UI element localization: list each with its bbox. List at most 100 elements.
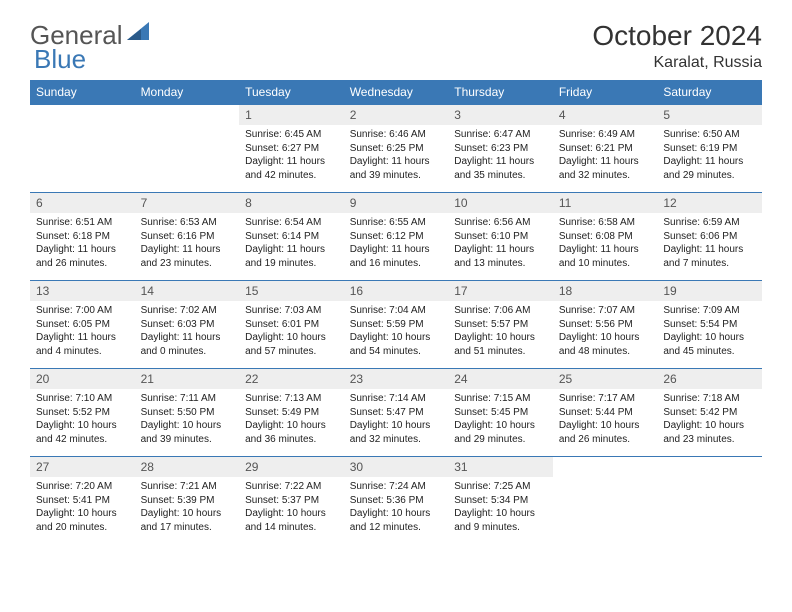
sunrise-text: Sunrise: 6:51 AM [36,216,129,230]
sunrise-text: Sunrise: 7:00 AM [36,304,129,318]
sunrise-text: Sunrise: 7:07 AM [559,304,652,318]
calendar-week-row: 20Sunrise: 7:10 AMSunset: 5:52 PMDayligh… [30,369,762,457]
sunrise-text: Sunrise: 7:15 AM [454,392,547,406]
day-content: Sunrise: 6:50 AMSunset: 6:19 PMDaylight:… [657,125,762,188]
calendar-day-cell: 30Sunrise: 7:24 AMSunset: 5:36 PMDayligh… [344,457,449,545]
sunset-text: Sunset: 6:16 PM [141,230,234,244]
daylight-text: Daylight: 10 hours and 9 minutes. [454,507,547,534]
sunset-text: Sunset: 6:08 PM [559,230,652,244]
sunset-text: Sunset: 5:49 PM [245,406,338,420]
day-number: 2 [344,105,449,125]
sunset-text: Sunset: 6:18 PM [36,230,129,244]
day-content: Sunrise: 6:56 AMSunset: 6:10 PMDaylight:… [448,213,553,276]
calendar-day-cell: 11Sunrise: 6:58 AMSunset: 6:08 PMDayligh… [553,193,658,281]
calendar-week-row: 27Sunrise: 7:20 AMSunset: 5:41 PMDayligh… [30,457,762,545]
calendar-day-cell: 19Sunrise: 7:09 AMSunset: 5:54 PMDayligh… [657,281,762,369]
calendar-day-cell [553,457,658,545]
weekday-header: Wednesday [344,80,449,105]
day-content: Sunrise: 7:20 AMSunset: 5:41 PMDaylight:… [30,477,135,540]
weekday-header: Friday [553,80,658,105]
sunrise-text: Sunrise: 7:24 AM [350,480,443,494]
calendar-day-cell: 26Sunrise: 7:18 AMSunset: 5:42 PMDayligh… [657,369,762,457]
calendar-day-cell: 14Sunrise: 7:02 AMSunset: 6:03 PMDayligh… [135,281,240,369]
sunset-text: Sunset: 6:14 PM [245,230,338,244]
day-content: Sunrise: 6:54 AMSunset: 6:14 PMDaylight:… [239,213,344,276]
sunset-text: Sunset: 6:03 PM [141,318,234,332]
calendar-day-cell [135,105,240,193]
daylight-text: Daylight: 11 hours and 32 minutes. [559,155,652,182]
sunset-text: Sunset: 5:45 PM [454,406,547,420]
day-content: Sunrise: 6:49 AMSunset: 6:21 PMDaylight:… [553,125,658,188]
day-content: Sunrise: 7:00 AMSunset: 6:05 PMDaylight:… [30,301,135,364]
calendar-week-row: 13Sunrise: 7:00 AMSunset: 6:05 PMDayligh… [30,281,762,369]
sunrise-text: Sunrise: 6:53 AM [141,216,234,230]
day-number: 25 [553,369,658,389]
sunset-text: Sunset: 6:21 PM [559,142,652,156]
day-content: Sunrise: 6:58 AMSunset: 6:08 PMDaylight:… [553,213,658,276]
sunrise-text: Sunrise: 6:58 AM [559,216,652,230]
day-content: Sunrise: 7:18 AMSunset: 5:42 PMDaylight:… [657,389,762,452]
sunset-text: Sunset: 5:57 PM [454,318,547,332]
sunrise-text: Sunrise: 6:49 AM [559,128,652,142]
day-number: 8 [239,193,344,213]
sunrise-text: Sunrise: 6:54 AM [245,216,338,230]
sunrise-text: Sunrise: 6:59 AM [663,216,756,230]
daylight-text: Daylight: 10 hours and 20 minutes. [36,507,129,534]
day-content: Sunrise: 7:17 AMSunset: 5:44 PMDaylight:… [553,389,658,452]
daylight-text: Daylight: 10 hours and 17 minutes. [141,507,234,534]
sunrise-text: Sunrise: 7:10 AM [36,392,129,406]
calendar-day-cell: 3Sunrise: 6:47 AMSunset: 6:23 PMDaylight… [448,105,553,193]
day-number: 7 [135,193,240,213]
day-number: 1 [239,105,344,125]
sunset-text: Sunset: 5:47 PM [350,406,443,420]
day-number: 9 [344,193,449,213]
day-number: 13 [30,281,135,301]
sunrise-text: Sunrise: 7:04 AM [350,304,443,318]
day-number: 5 [657,105,762,125]
daylight-text: Daylight: 10 hours and 39 minutes. [141,419,234,446]
calendar-day-cell: 21Sunrise: 7:11 AMSunset: 5:50 PMDayligh… [135,369,240,457]
sunset-text: Sunset: 5:37 PM [245,494,338,508]
sunset-text: Sunset: 5:34 PM [454,494,547,508]
daylight-text: Daylight: 11 hours and 26 minutes. [36,243,129,270]
sunrise-text: Sunrise: 6:55 AM [350,216,443,230]
calendar-day-cell: 2Sunrise: 6:46 AMSunset: 6:25 PMDaylight… [344,105,449,193]
day-number: 15 [239,281,344,301]
daylight-text: Daylight: 11 hours and 39 minutes. [350,155,443,182]
day-content: Sunrise: 7:11 AMSunset: 5:50 PMDaylight:… [135,389,240,452]
calendar-body: 1Sunrise: 6:45 AMSunset: 6:27 PMDaylight… [30,105,762,545]
calendar-day-cell: 12Sunrise: 6:59 AMSunset: 6:06 PMDayligh… [657,193,762,281]
daylight-text: Daylight: 10 hours and 14 minutes. [245,507,338,534]
sunset-text: Sunset: 6:05 PM [36,318,129,332]
day-content: Sunrise: 7:03 AMSunset: 6:01 PMDaylight:… [239,301,344,364]
daylight-text: Daylight: 11 hours and 13 minutes. [454,243,547,270]
daylight-text: Daylight: 10 hours and 42 minutes. [36,419,129,446]
day-content: Sunrise: 7:15 AMSunset: 5:45 PMDaylight:… [448,389,553,452]
calendar-day-cell: 23Sunrise: 7:14 AMSunset: 5:47 PMDayligh… [344,369,449,457]
weekday-header: Sunday [30,80,135,105]
daylight-text: Daylight: 10 hours and 48 minutes. [559,331,652,358]
daylight-text: Daylight: 11 hours and 10 minutes. [559,243,652,270]
calendar-day-cell: 10Sunrise: 6:56 AMSunset: 6:10 PMDayligh… [448,193,553,281]
sunrise-text: Sunrise: 6:50 AM [663,128,756,142]
calendar-day-cell: 8Sunrise: 6:54 AMSunset: 6:14 PMDaylight… [239,193,344,281]
day-number: 4 [553,105,658,125]
calendar-week-row: 6Sunrise: 6:51 AMSunset: 6:18 PMDaylight… [30,193,762,281]
daylight-text: Daylight: 10 hours and 29 minutes. [454,419,547,446]
weekday-header: Saturday [657,80,762,105]
calendar-day-cell: 25Sunrise: 7:17 AMSunset: 5:44 PMDayligh… [553,369,658,457]
sunrise-text: Sunrise: 7:03 AM [245,304,338,318]
calendar-day-cell: 15Sunrise: 7:03 AMSunset: 6:01 PMDayligh… [239,281,344,369]
sunrise-text: Sunrise: 7:22 AM [245,480,338,494]
calendar-day-cell: 5Sunrise: 6:50 AMSunset: 6:19 PMDaylight… [657,105,762,193]
day-content: Sunrise: 6:59 AMSunset: 6:06 PMDaylight:… [657,213,762,276]
day-content: Sunrise: 7:22 AMSunset: 5:37 PMDaylight:… [239,477,344,540]
sunrise-text: Sunrise: 7:14 AM [350,392,443,406]
sunrise-text: Sunrise: 7:06 AM [454,304,547,318]
daylight-text: Daylight: 11 hours and 35 minutes. [454,155,547,182]
day-content: Sunrise: 6:53 AMSunset: 6:16 PMDaylight:… [135,213,240,276]
day-number: 31 [448,457,553,477]
day-content: Sunrise: 7:14 AMSunset: 5:47 PMDaylight:… [344,389,449,452]
calendar-day-cell: 29Sunrise: 7:22 AMSunset: 5:37 PMDayligh… [239,457,344,545]
day-number: 18 [553,281,658,301]
